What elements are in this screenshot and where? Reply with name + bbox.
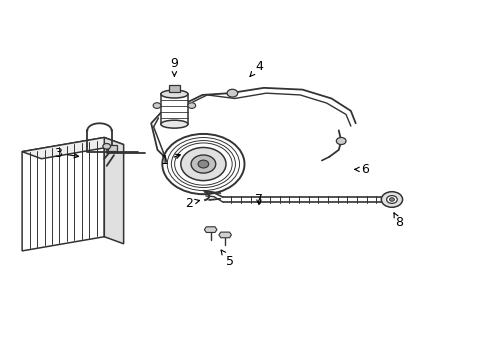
Text: 4: 4 bbox=[249, 60, 263, 76]
Circle shape bbox=[336, 138, 346, 145]
Text: 3: 3 bbox=[54, 147, 79, 160]
Polygon shape bbox=[219, 232, 231, 238]
Bar bbox=[161, 94, 187, 124]
Ellipse shape bbox=[161, 120, 187, 128]
Bar bbox=[168, 85, 180, 92]
Bar bbox=[108, 145, 117, 151]
Text: 8: 8 bbox=[393, 213, 403, 229]
Text: 5: 5 bbox=[221, 250, 234, 268]
Circle shape bbox=[381, 192, 402, 207]
Circle shape bbox=[153, 103, 161, 108]
Text: 9: 9 bbox=[170, 57, 178, 76]
Circle shape bbox=[198, 160, 208, 168]
Polygon shape bbox=[204, 227, 217, 233]
Polygon shape bbox=[22, 138, 104, 251]
Circle shape bbox=[389, 198, 393, 201]
Circle shape bbox=[187, 103, 195, 108]
Polygon shape bbox=[22, 138, 123, 159]
Circle shape bbox=[386, 195, 396, 203]
Circle shape bbox=[226, 89, 237, 97]
Text: 6: 6 bbox=[354, 163, 368, 176]
Circle shape bbox=[191, 155, 215, 173]
Circle shape bbox=[162, 134, 244, 194]
Text: 1: 1 bbox=[161, 154, 180, 167]
Text: 7: 7 bbox=[254, 193, 263, 206]
Text: 2: 2 bbox=[184, 197, 199, 210]
Circle shape bbox=[102, 144, 110, 149]
Circle shape bbox=[181, 148, 225, 181]
Polygon shape bbox=[104, 138, 123, 244]
Ellipse shape bbox=[161, 90, 187, 98]
